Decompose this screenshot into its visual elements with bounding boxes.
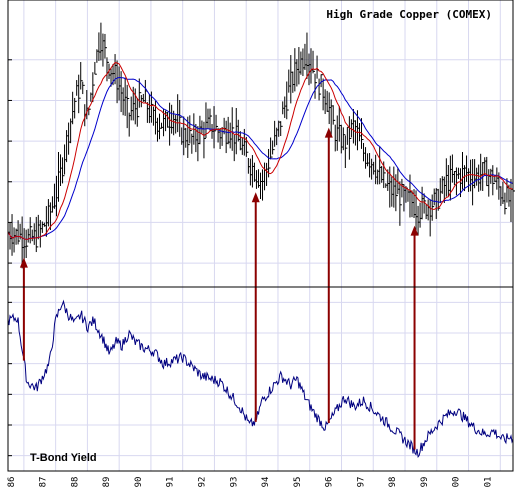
ma-long-line [7,76,514,241]
yield-panel-frame [7,286,514,472]
x-tick-label: 88 [70,477,80,488]
arrow-head [324,127,333,138]
x-axis-ticks: 86 87 88 89 90 91 92 93 94 95 96 97 98 99 00 01 [7,477,493,488]
chart-title: High Grade Copper (COMEX) [326,8,492,21]
yield-panel-title: T-Bond Yield [30,452,97,464]
x-tick-label: 94 [261,477,271,488]
x-tick-label: 87 [39,477,49,488]
arrows-layer [19,127,419,450]
price-panel-grid [8,0,513,287]
ma-short-line [7,62,514,241]
yield-line [7,299,514,459]
x-tick-label: 93 [229,477,239,488]
x-tick-label: 01 [483,477,493,488]
x-tick-label: 86 [7,477,17,488]
x-tick-label: 89 [102,477,112,488]
x-tick-label: 91 [166,477,176,488]
x-tick-label: 99 [420,477,430,488]
arrow-head [19,257,28,268]
arrow-head [410,225,419,236]
x-tick-label: 97 [356,477,366,488]
x-tick-label: 90 [134,477,144,488]
x-tick-label: 95 [293,477,303,488]
arrow-head [251,192,260,203]
x-tick-label: 98 [388,477,398,488]
x-tick-label: 96 [325,477,335,488]
price-bars [7,22,515,269]
x-tick-label: 00 [452,477,462,488]
x-tick-label: 92 [198,477,208,488]
